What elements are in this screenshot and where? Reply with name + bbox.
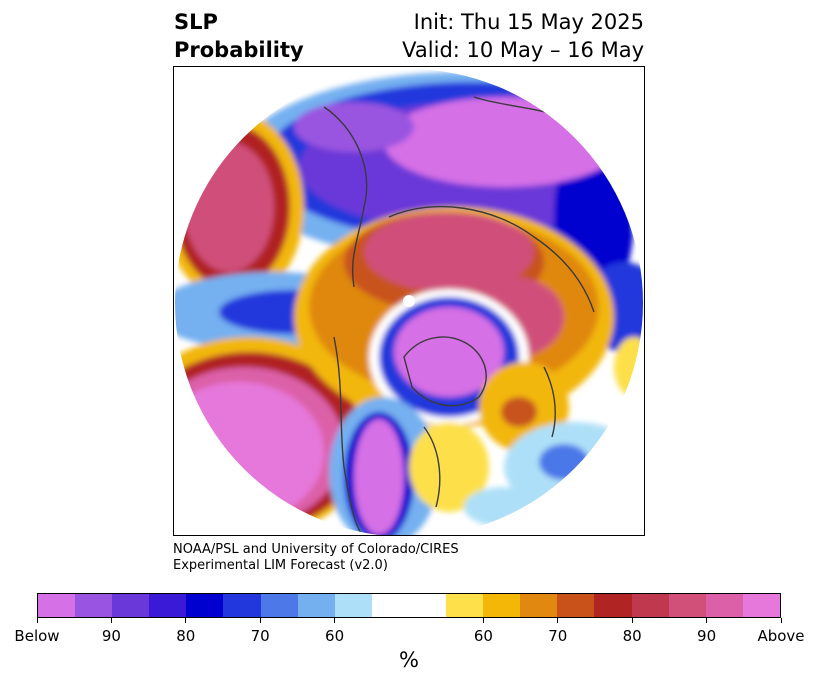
colorbar-segment bbox=[75, 594, 113, 617]
colorbar-segment bbox=[446, 594, 484, 617]
colorbar-tick bbox=[780, 618, 782, 623]
colorbar-tick bbox=[334, 618, 336, 623]
probability-map bbox=[175, 69, 643, 535]
colorbar-tick bbox=[259, 618, 261, 623]
colorbar-tick-label: 90 bbox=[697, 627, 717, 645]
credit-line-2: Experimental LIM Forecast (v2.0) bbox=[173, 558, 388, 573]
colorbar-segment bbox=[38, 594, 76, 617]
valid-range: Valid: 10 May – 16 May bbox=[402, 38, 644, 62]
map-panel bbox=[173, 66, 645, 536]
init-date: Init: Thu 15 May 2025 bbox=[413, 10, 644, 34]
colorbar-tick-label: 80 bbox=[622, 627, 642, 645]
colorbar-tick-label: 80 bbox=[176, 627, 196, 645]
colorbar-tick bbox=[185, 618, 187, 623]
colorbar-tick bbox=[557, 618, 559, 623]
colorbar-unit: % bbox=[399, 648, 419, 672]
colorbar-segment bbox=[483, 594, 521, 617]
colorbar-tick bbox=[36, 618, 38, 623]
colorbar-segment bbox=[742, 594, 780, 617]
colorbar-segment bbox=[297, 594, 335, 617]
colorbar-tick-label: 90 bbox=[101, 627, 121, 645]
colorbar-segment bbox=[631, 594, 669, 617]
forecast-dates: Init: Thu 15 May 2025 Valid: 10 May – 16… bbox=[402, 8, 644, 64]
colorbar-segment bbox=[334, 594, 372, 617]
colorbar-tick-label: 70 bbox=[250, 627, 270, 645]
colorbar-segment bbox=[668, 594, 706, 617]
colorbar-tick-label: 60 bbox=[473, 627, 493, 645]
colorbar-tick bbox=[482, 618, 484, 623]
colorbar-segment bbox=[260, 594, 298, 617]
colorbar-segment bbox=[186, 594, 224, 617]
colorbar-tick bbox=[631, 618, 633, 623]
colorbar-tick-label: 70 bbox=[548, 627, 568, 645]
colorbar-segment bbox=[223, 594, 261, 617]
colorbar-tick-label: 60 bbox=[325, 627, 345, 645]
credit-line-1: NOAA/PSL and University of Colorado/CIRE… bbox=[173, 542, 459, 557]
colorbar-tick-label: Above bbox=[757, 627, 805, 645]
map-title: SLP Probability bbox=[174, 8, 304, 64]
colorbar-tick bbox=[706, 618, 708, 623]
colorbar-segment bbox=[705, 594, 743, 617]
colorbar-segment bbox=[408, 594, 447, 617]
colorbar-segment bbox=[112, 594, 150, 617]
credit-text: NOAA/PSL and University of Colorado/CIRE… bbox=[173, 542, 459, 574]
title-line-2: Probability bbox=[174, 38, 304, 62]
colorbar bbox=[37, 593, 781, 618]
colorbar-tick-label: Below bbox=[14, 627, 60, 645]
colorbar-segment bbox=[371, 594, 409, 617]
title-line-1: SLP bbox=[174, 10, 218, 34]
colorbar-segment bbox=[149, 594, 187, 617]
colorbar-segment bbox=[594, 594, 632, 617]
colorbar-tick bbox=[110, 618, 112, 623]
colorbar-segment bbox=[557, 594, 595, 617]
colorbar-segment bbox=[520, 594, 558, 617]
